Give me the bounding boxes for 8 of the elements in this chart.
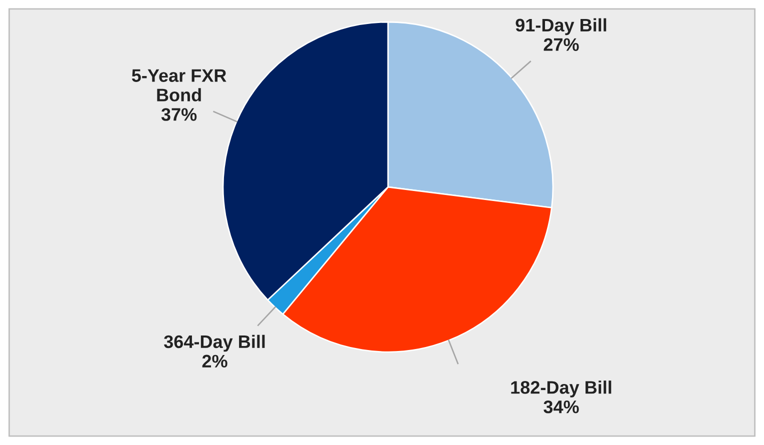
data-label: 34% [544, 400, 579, 414]
data-label: 27% [544, 38, 579, 51]
data-label: 37% [161, 108, 197, 121]
slice-label: 364-Day Bill [164, 334, 265, 352]
slice-label: 91-Day Bill [516, 18, 606, 36]
slice-label: 5-Year FXR Bond [132, 69, 226, 102]
data-label: 2% [202, 354, 228, 368]
slice-label: 182-Day Bill [511, 380, 612, 398]
